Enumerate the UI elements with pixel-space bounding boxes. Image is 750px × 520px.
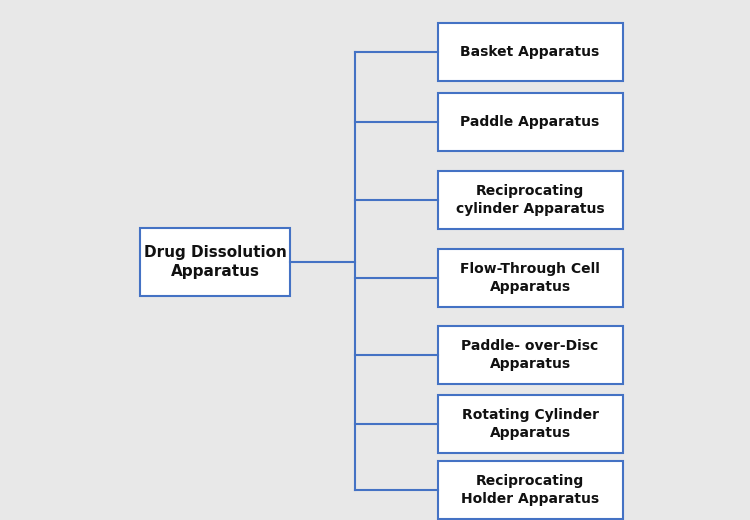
FancyBboxPatch shape (437, 23, 622, 81)
FancyBboxPatch shape (437, 461, 622, 519)
Text: Reciprocating
cylinder Apparatus: Reciprocating cylinder Apparatus (456, 185, 604, 216)
Text: Rotating Cylinder
Apparatus: Rotating Cylinder Apparatus (461, 408, 598, 439)
Text: Flow-Through Cell
Apparatus: Flow-Through Cell Apparatus (460, 263, 600, 294)
FancyBboxPatch shape (437, 171, 622, 229)
Text: Drug Dissolution
Apparatus: Drug Dissolution Apparatus (143, 245, 286, 279)
FancyBboxPatch shape (437, 395, 622, 453)
FancyBboxPatch shape (437, 326, 622, 384)
Text: Paddle- over-Disc
Apparatus: Paddle- over-Disc Apparatus (461, 340, 598, 371)
Text: Paddle Apparatus: Paddle Apparatus (460, 115, 600, 129)
FancyBboxPatch shape (140, 228, 290, 296)
FancyBboxPatch shape (437, 249, 622, 307)
Text: Reciprocating
Holder Apparatus: Reciprocating Holder Apparatus (461, 474, 599, 505)
FancyBboxPatch shape (437, 93, 622, 151)
Text: Basket Apparatus: Basket Apparatus (460, 45, 600, 59)
